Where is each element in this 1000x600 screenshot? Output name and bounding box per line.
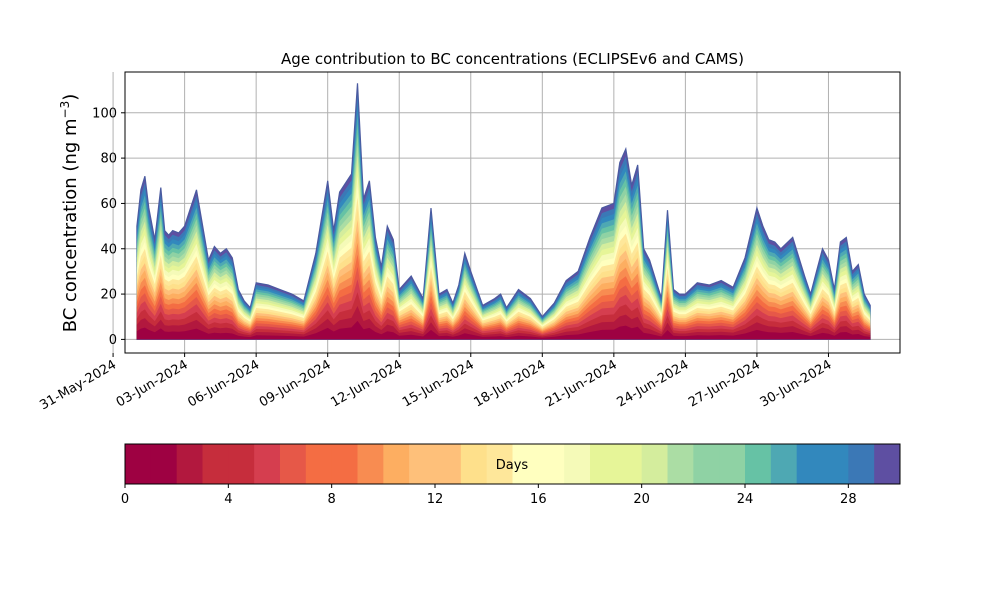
y-tick-label: 20 — [100, 288, 117, 303]
x-tick-label: 30-Jun-2024 — [758, 357, 835, 410]
colorbar-cell — [745, 444, 772, 484]
colorbar-tick-label: 20 — [633, 492, 650, 507]
colorbar-cell — [228, 444, 255, 484]
x-tick-label: 12-Jun-2024 — [328, 357, 405, 410]
colorbar-cell — [874, 444, 901, 484]
colorbar-cell — [176, 444, 203, 484]
colorbar-ticks: 0 4 8 12 16 20 24 28 — [121, 484, 857, 507]
age-layer-2 — [136, 306, 871, 340]
colorbar-tick-label: 28 — [840, 492, 857, 507]
x-tick-label: 09-Jun-2024 — [257, 357, 334, 410]
colorbar-cell — [641, 444, 668, 484]
colorbar-cell — [512, 444, 539, 484]
age-layer-1 — [136, 320, 871, 340]
y-axis-label-close: ) — [60, 94, 81, 101]
colorbar-cell — [796, 444, 823, 484]
plot-area: 0 20 40 60 80 100 31-May-202403-Jun-202406-Ju… — [37, 71, 901, 413]
colorbar-tick-label: 12 — [427, 492, 444, 507]
colorbar-cell — [435, 444, 462, 484]
colorbar-tick-label: 4 — [224, 492, 232, 507]
y-tick-label: 80 — [100, 152, 117, 167]
colorbar-cell — [693, 444, 720, 484]
colorbar-cell — [202, 444, 229, 484]
colorbar-cell — [538, 444, 565, 484]
colorbar-cell — [460, 444, 488, 484]
colorbar-cell — [667, 444, 694, 484]
colorbar-tick-label: 16 — [530, 492, 547, 507]
x-tick-label: 06-Jun-2024 — [185, 357, 262, 410]
colorbar-tick-label: 8 — [328, 492, 336, 507]
y-tick-label: 0 — [109, 333, 117, 348]
y-axis-ticks: 0 20 40 60 80 100 — [92, 106, 125, 348]
colorbar-frame — [124, 443, 901, 485]
colorbar-tick-label: 24 — [737, 492, 754, 507]
colorbar-cell — [150, 444, 178, 484]
colorbar-cell — [409, 444, 436, 484]
colorbar-cell — [486, 444, 513, 484]
colorbar-label: Days — [496, 458, 529, 473]
colorbar-cell — [383, 444, 410, 484]
y-tick-label: 100 — [92, 106, 117, 121]
plot-frame — [124, 71, 901, 354]
colorbar-cells — [125, 444, 901, 484]
chart-title: Age contribution to BC concentrations (E… — [281, 50, 744, 68]
x-tick-label: 31-May-2024 — [37, 357, 119, 413]
y-axis-label-exponent: −3 — [58, 101, 72, 119]
x-tick-label: 24-Jun-2024 — [615, 357, 692, 410]
colorbar-cell — [280, 444, 307, 484]
colorbar-cell — [331, 444, 358, 484]
colorbar-cell — [564, 444, 591, 484]
colorbar-cell — [125, 444, 152, 484]
colorbar-cell — [719, 444, 746, 484]
y-tick-label: 40 — [100, 242, 117, 257]
colorbar-cell — [848, 444, 875, 484]
y-axis-label: BC concentration (ng m−3) — [58, 94, 81, 333]
colorbar-cell — [615, 444, 643, 484]
x-tick-label: 18-Jun-2024 — [471, 357, 548, 410]
x-tick-label: 27-Jun-2024 — [686, 357, 763, 410]
x-tick-label: 21-Jun-2024 — [543, 357, 620, 410]
colorbar-cell — [254, 444, 281, 484]
y-tick-label: 60 — [100, 197, 117, 212]
stacked-area-layers — [136, 83, 871, 340]
colorbar-cell — [822, 444, 849, 484]
x-tick-label: 15-Jun-2024 — [400, 357, 477, 410]
colorbar-cell — [305, 444, 333, 484]
colorbar-cell — [357, 444, 384, 484]
x-tick-label: 03-Jun-2024 — [114, 357, 191, 410]
y-axis-label-text: BC concentration (ng m — [60, 118, 81, 332]
colorbar-cell — [590, 444, 617, 484]
colorbar: Days 0 4 8 12 16 20 24 28 — [121, 443, 901, 507]
colorbar-tick-label: 0 — [121, 492, 129, 507]
x-axis-ticks: 31-May-202403-Jun-202406-Jun-202409-Jun-… — [37, 353, 834, 413]
colorbar-cell — [770, 444, 798, 484]
